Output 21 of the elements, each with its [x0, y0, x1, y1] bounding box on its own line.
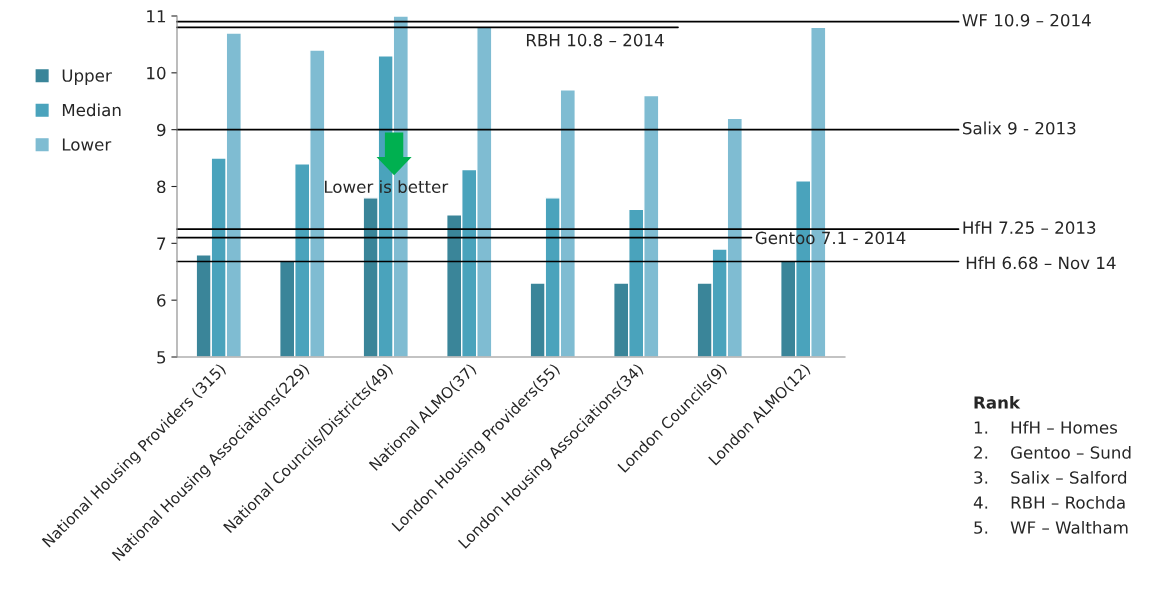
- text: 3. Salix – Salford: [974, 470, 1127, 484]
- y-tick-label: 8: [157, 180, 166, 194]
- y-tick-label: 5: [157, 351, 166, 364]
- ref-line-label: Salix 9 - 2013: [963, 121, 1076, 135]
- ref-line-label: HfH 7.25 – 2013: [963, 221, 1096, 234]
- text: 1. HfH – Homes: [974, 420, 1118, 434]
- y-tick-label: 10: [147, 66, 166, 80]
- y-tick-label: 9: [157, 123, 166, 137]
- y-tick-label: 6: [157, 294, 166, 307]
- legend-label: Median: [62, 103, 121, 117]
- legend-label: Lower: [62, 138, 112, 151]
- y-tick-label: 11: [147, 10, 166, 23]
- text: 2. Gentoo – Sund: [974, 445, 1131, 459]
- text: 5. WF – Waltham: [974, 520, 1128, 534]
- ref-line-label: HfH 6.68 – Nov 14: [966, 256, 1116, 270]
- y-tick-label: 7: [157, 237, 166, 250]
- ref-line-label: WF 10.9 – 2014: [962, 13, 1091, 27]
- text: 4. RBH – Rochda: [973, 495, 1125, 509]
- legend-label: Upper: [62, 69, 112, 86]
- text: Rank: [974, 395, 1021, 409]
- ref-line-label: RBH 10.8 – 2014: [526, 33, 664, 47]
